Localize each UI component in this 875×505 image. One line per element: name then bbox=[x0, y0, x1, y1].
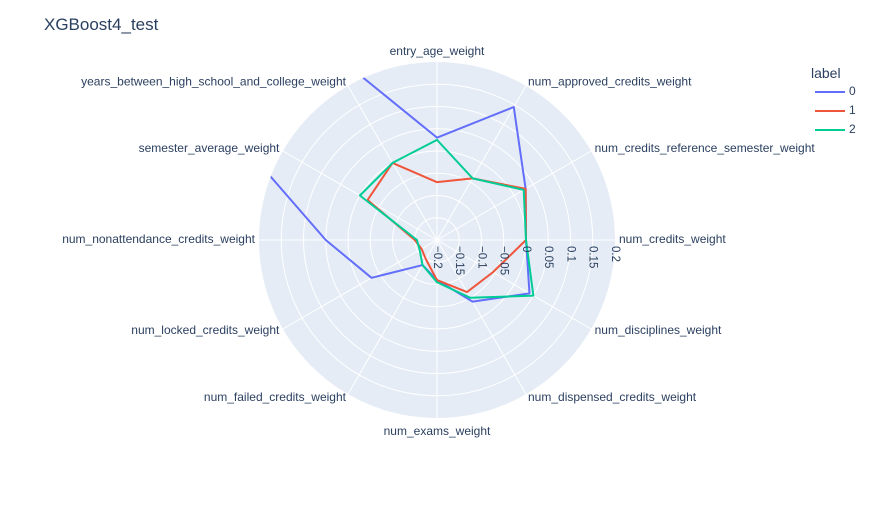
category-label: num_disciplines_weight bbox=[595, 323, 722, 337]
category-label: years_between_high_school_and_college_we… bbox=[81, 75, 347, 89]
legend: label 0 1 2 bbox=[811, 65, 856, 136]
category-label: num_failed_credits_weight bbox=[204, 390, 347, 404]
category-label: entry_age_weight bbox=[390, 44, 485, 58]
radial-tick-label: −0.1 bbox=[475, 246, 487, 269]
polar-plot: −0.2 −0.15 −0.1 −0.05 0 0.05 0.1 0.15 0.2num_cre… bbox=[62, 44, 815, 438]
radial-tick-label: 0 bbox=[520, 246, 532, 252]
radial-tick-label: −0.2 bbox=[431, 246, 443, 269]
category-label: num_nonattendance_credits_weight bbox=[62, 232, 255, 246]
series-line-2 bbox=[358, 138, 535, 299]
chart-title: XGBoost4_test bbox=[44, 15, 159, 34]
legend-item: 1 bbox=[815, 103, 856, 117]
angular-grid-line bbox=[436, 85, 527, 241]
radial-tick-label: −0.05 bbox=[498, 246, 510, 275]
category-label: num_exams_weight bbox=[384, 424, 491, 438]
category-label: num_locked_credits_weight bbox=[131, 323, 280, 337]
category-label: num_dispensed_credits_weight bbox=[528, 390, 697, 404]
series-line-0 bbox=[259, 62, 531, 303]
radial-tick-label: 0.1 bbox=[564, 246, 576, 262]
angular-grid-line bbox=[436, 239, 527, 395]
radial-tick-label: 0.2 bbox=[609, 246, 621, 262]
radial-tick-label: 0.05 bbox=[542, 246, 554, 268]
series-group bbox=[259, 62, 535, 303]
category-label: semester_average_weight bbox=[139, 141, 280, 155]
legend-label: 1 bbox=[849, 103, 856, 117]
angular-grid-line bbox=[436, 150, 592, 241]
legend-label: 2 bbox=[849, 122, 856, 136]
radial-tick-label: 0.15 bbox=[587, 246, 599, 268]
angular-grid-line bbox=[282, 239, 438, 330]
legend-label: 0 bbox=[849, 84, 856, 98]
legend-item: 2 bbox=[815, 122, 856, 136]
angular-grid-line bbox=[436, 239, 592, 330]
legend-title: label bbox=[811, 65, 841, 81]
category-label: num_credits_weight bbox=[619, 232, 726, 246]
category-label: num_credits_reference_semester_weight bbox=[595, 141, 816, 155]
category-label: num_approved_credits_weight bbox=[528, 75, 692, 89]
legend-item: 0 bbox=[815, 84, 856, 98]
radial-tick-label: −0.15 bbox=[453, 246, 465, 275]
